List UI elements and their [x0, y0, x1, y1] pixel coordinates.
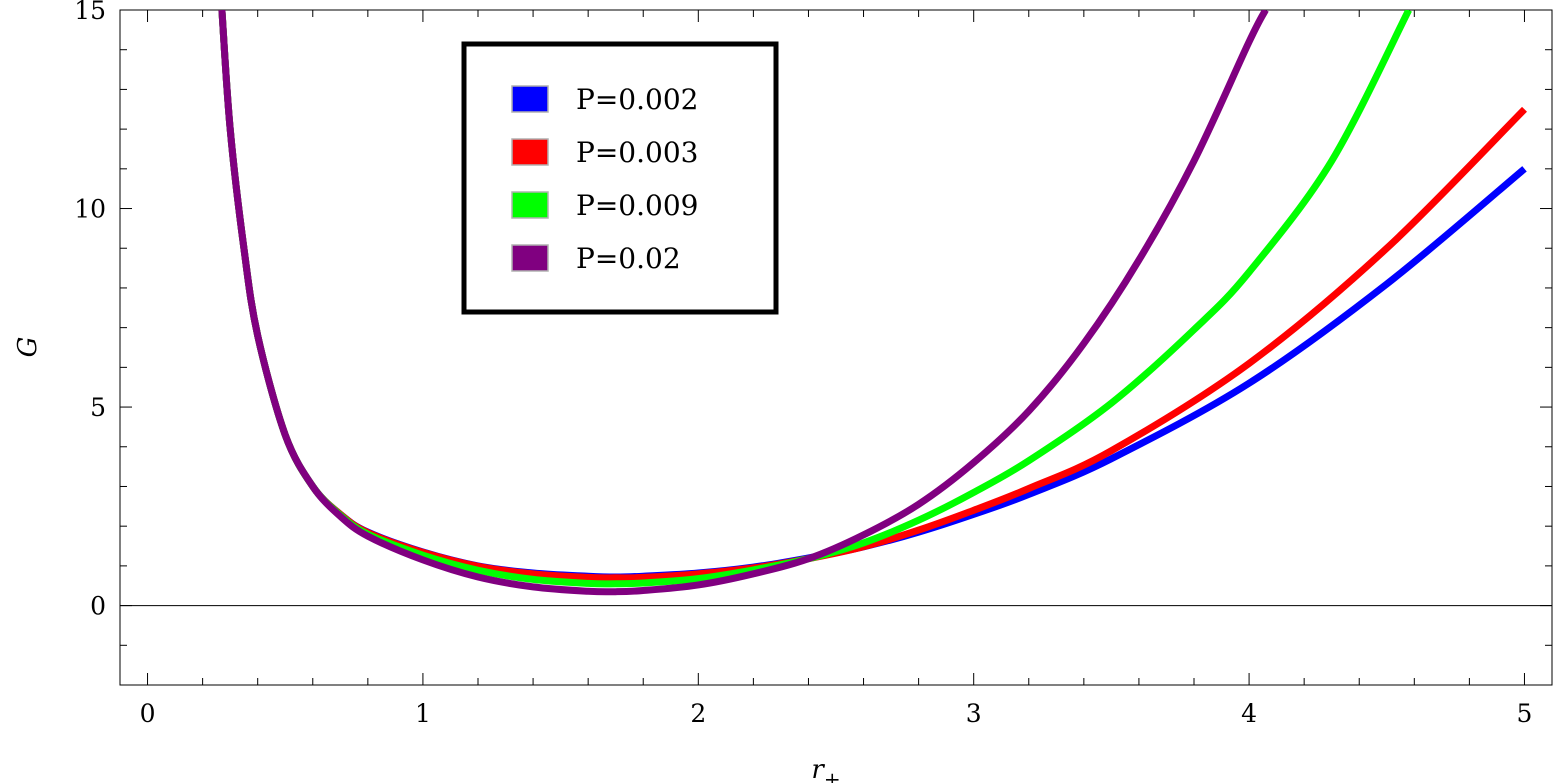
y-tick-label: 10 — [74, 195, 106, 224]
series-line-2 — [218, 10, 1527, 582]
y-tick-label: 0 — [90, 592, 106, 621]
x-axis-title: r+ — [811, 755, 840, 783]
legend-label: P=0.009 — [576, 189, 698, 222]
legend-label: P=0.003 — [576, 136, 698, 169]
legend-swatch — [511, 138, 549, 166]
series-line-3 — [218, 10, 1412, 588]
x-tick-label: 0 — [140, 699, 156, 728]
x-tick-label: 2 — [690, 699, 706, 728]
x-tick-label: 3 — [966, 699, 982, 728]
series-line-4 — [218, 10, 1269, 596]
legend-label: P=0.02 — [576, 242, 681, 275]
legend-label: P=0.002 — [576, 83, 698, 116]
y-axis-tick-labels: 0 5 10 15 — [74, 0, 106, 621]
series-layer — [218, 10, 1527, 596]
y-tick-label: 15 — [74, 0, 106, 25]
x-axis-tick-labels: 0 1 2 3 4 5 — [140, 699, 1533, 728]
x-tick-label: 1 — [415, 699, 431, 728]
y-tick-label: 5 — [90, 393, 106, 422]
series-line-1 — [218, 10, 1527, 581]
legend-swatch — [511, 85, 549, 113]
x-tick-label: 5 — [1517, 699, 1533, 728]
legend-swatch — [511, 191, 549, 219]
x-axis-title-main: r — [811, 755, 825, 783]
plot-frame — [119, 9, 1553, 686]
x-tick-label: 4 — [1241, 699, 1257, 728]
y-axis-ticks — [120, 9, 1552, 686]
x-axis-ticks — [147, 10, 1525, 685]
x-axis-title-subscript: + — [824, 767, 841, 783]
plot-area-border — [119, 9, 1553, 686]
legend: P=0.002 P=0.003 P=0.009 P=0.02 — [461, 41, 779, 315]
legend-swatch — [511, 244, 549, 272]
legend-entries: P=0.002 P=0.003 P=0.009 P=0.02 — [511, 83, 698, 275]
y-axis-title: G — [13, 337, 43, 358]
